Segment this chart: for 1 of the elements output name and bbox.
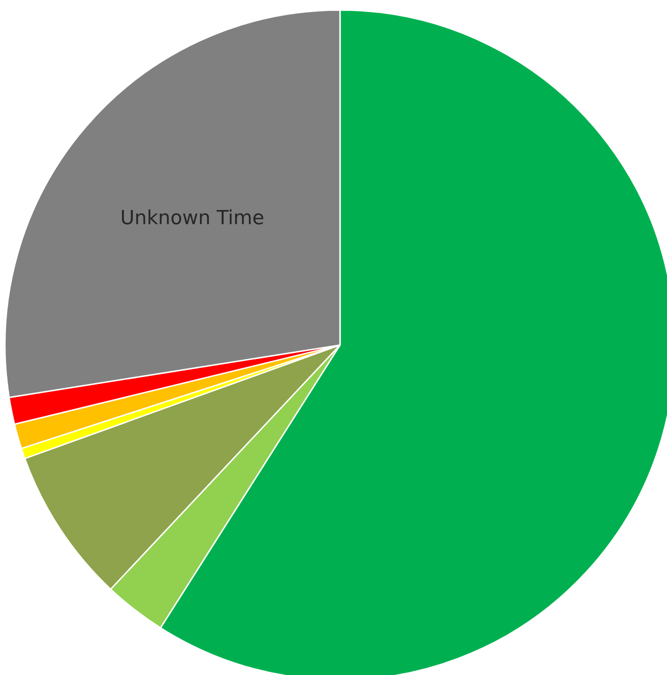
slice-label: Unknown Time xyxy=(122,209,264,224)
